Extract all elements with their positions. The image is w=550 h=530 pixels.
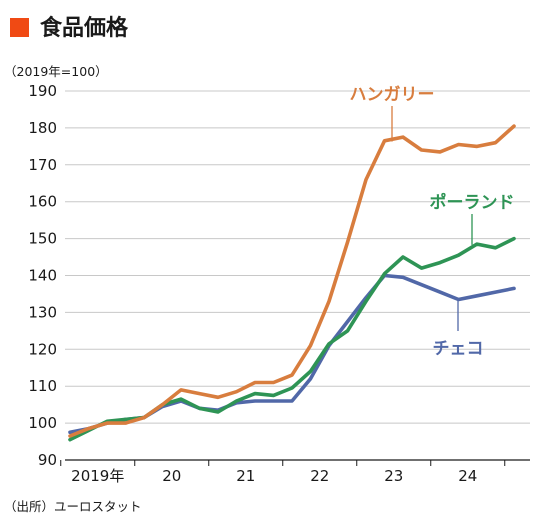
source-note: （出所）ユーロスタット	[4, 499, 142, 514]
y-tick-label: 180	[28, 119, 57, 137]
y-tick-label: 170	[28, 156, 57, 174]
x-axis-ticks: 2019年 20 21 22 23 24	[60, 460, 506, 485]
hungary-line	[68, 124, 516, 438]
x-tick-label: 21	[236, 467, 255, 485]
y-tick-label: 110	[28, 377, 57, 395]
y-tick-label: 120	[28, 340, 57, 358]
hungary-label: ハンガリー	[350, 85, 435, 105]
x-tick-label: 23	[384, 467, 403, 485]
grid-lines	[65, 90, 530, 461]
y-tick-label: 130	[28, 303, 57, 321]
y-tick-label: 190	[28, 82, 57, 100]
y-tick-label: 150	[28, 230, 57, 248]
czech-label: チェコ	[433, 339, 484, 359]
y-tick-label: 100	[28, 414, 57, 432]
poland-label: ポーランド	[430, 192, 515, 213]
x-tick-label: 2019年	[71, 467, 124, 485]
series-lines	[68, 124, 516, 442]
y-axis-ticks: 90 100 110 120 130 140 150 160 170 180 190	[28, 82, 57, 469]
chart-title: 食品価格	[40, 15, 129, 41]
x-tick-label: 24	[458, 467, 477, 485]
y-unit-label: （2019年=100）	[4, 64, 108, 79]
x-tick-label: 22	[310, 467, 329, 485]
y-tick-label: 140	[28, 267, 57, 285]
x-tick-label: 20	[162, 467, 181, 485]
y-tick-label: 90	[38, 451, 57, 469]
title-marker	[10, 18, 29, 37]
y-tick-label: 160	[28, 193, 57, 211]
